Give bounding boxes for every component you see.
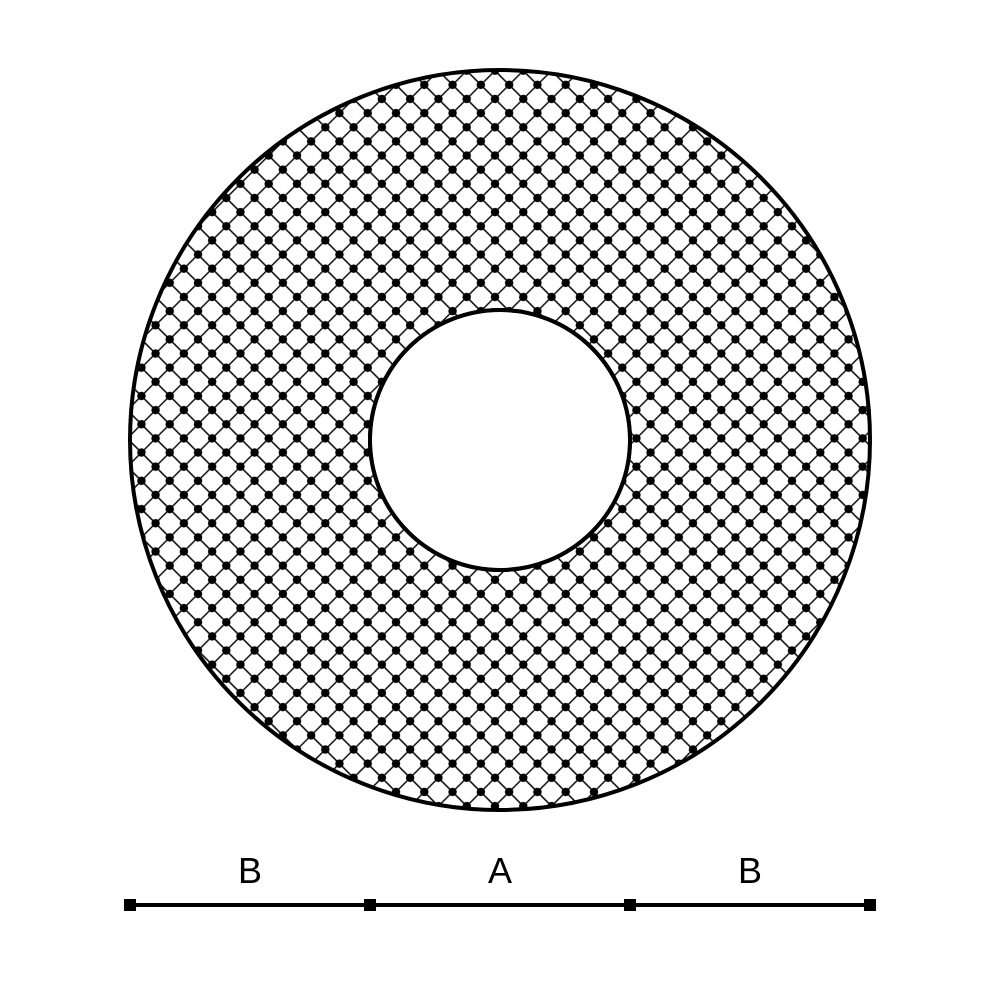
bore-fill [372, 312, 628, 568]
dimension-tick [624, 899, 636, 911]
dimension-label: A [488, 850, 512, 891]
dimension-line: BAB [124, 850, 876, 911]
dimension-tick [364, 899, 376, 911]
dimension-tick [124, 899, 136, 911]
annulus-diagram: BAB [0, 0, 1000, 1000]
dimension-label: B [238, 850, 262, 891]
dimension-tick [864, 899, 876, 911]
dimension-label: B [738, 850, 762, 891]
